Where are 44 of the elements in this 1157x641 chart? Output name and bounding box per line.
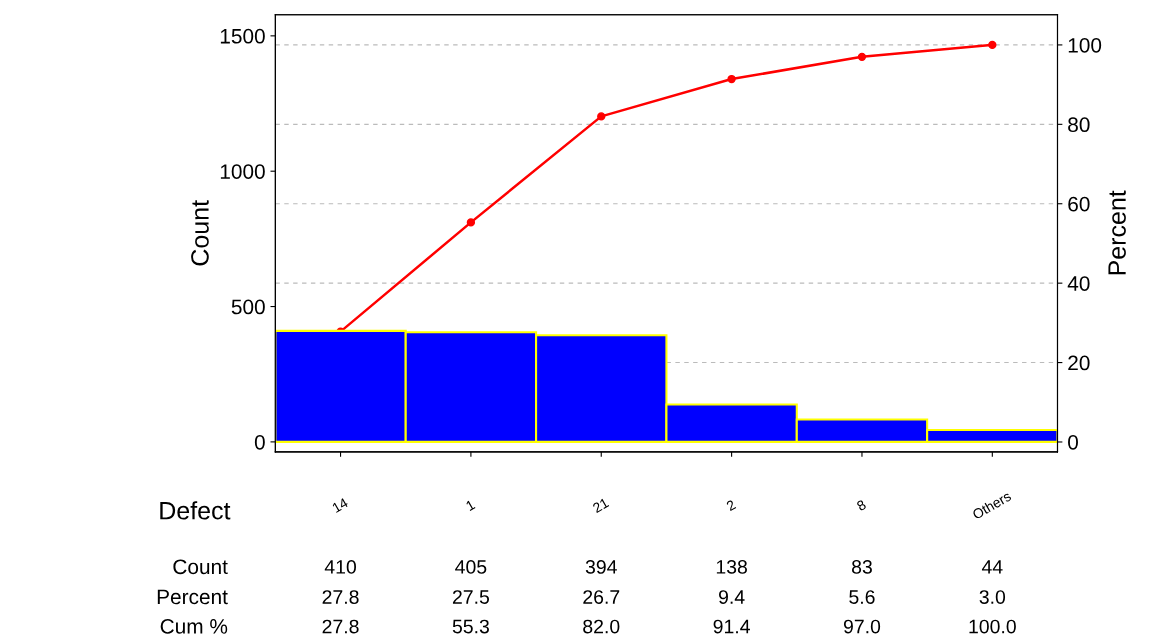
y-tick-label: 1000 (220, 164, 265, 179)
x-tick-label: 21 (592, 497, 610, 514)
y2-tick-label: 80 (1068, 117, 1090, 133)
text: 26.7 (583, 590, 620, 604)
y2-tick-label: 100 (1068, 37, 1102, 53)
data-label: 83 (852, 560, 872, 574)
point (988, 40, 997, 50)
y-tick-label: 1500 (220, 28, 265, 44)
point (857, 52, 867, 61)
x-tick-label: 8 (856, 499, 867, 512)
y2-tick-label: 40 (1067, 276, 1090, 291)
text: Cum % (160, 619, 228, 634)
point (466, 218, 476, 227)
x-tick-label: 14 (331, 497, 349, 513)
data-label: 394 (585, 560, 617, 574)
text: 27.5 (452, 590, 490, 604)
text: 9.4 (719, 590, 745, 604)
y-tick-label: 500 (231, 299, 265, 315)
data-label: 100.0 (969, 619, 1016, 634)
y2-tick-label: 20 (1068, 355, 1090, 371)
data-label: 55.3 (452, 619, 489, 634)
x-tick-label: 2 (725, 499, 737, 512)
data-label: 97.0 (843, 619, 881, 634)
y2-tick-label: 0 (1068, 434, 1078, 450)
data-label: 405 (455, 560, 487, 574)
y-tick-label: 0 (254, 434, 265, 450)
point (597, 112, 606, 121)
text: 27.8 (322, 590, 359, 604)
data-label: 44 (981, 560, 1003, 574)
y-axis-title: Count (191, 200, 209, 266)
data-label: 138 (716, 560, 747, 574)
text: Percent (157, 589, 228, 605)
data-label: 410 (324, 560, 357, 574)
y2-axis-title: Percent (1108, 190, 1126, 275)
x-tick-label: 1 (465, 499, 476, 511)
text: 5.6 (849, 590, 875, 604)
text: Count (173, 559, 228, 575)
data-label: 82.0 (583, 619, 620, 634)
y2-tick-label: 60 (1068, 196, 1090, 212)
point (727, 74, 736, 84)
data-label: 91.4 (713, 619, 750, 634)
x-axis-title: Defect (160, 501, 231, 520)
data-label: 27.8 (322, 619, 359, 634)
text: 3.0 (979, 590, 1006, 604)
